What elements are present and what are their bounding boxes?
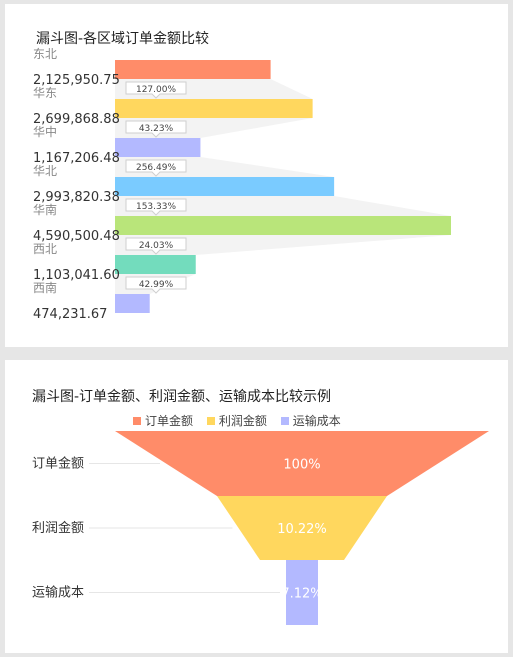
ratio-callout	[125, 120, 187, 138]
category-label: 华东	[33, 86, 57, 100]
legend-label: 运输成本	[292, 414, 341, 428]
bar-东北	[115, 60, 271, 79]
bar-西南	[115, 294, 150, 313]
legend-item-order[interactable]: 订单金额	[133, 412, 193, 429]
region-funnel-panel: 漏斗图-各区域订单金额比较 东北 2,125,950.75 华东 2,699,868.…	[5, 4, 508, 347]
funnel-connector	[115, 235, 451, 255]
value-label: 2,125,950.75	[33, 73, 120, 88]
ratio-callout	[125, 237, 187, 255]
segment-percent-label: 10.22%	[277, 522, 327, 537]
category-label: 东北	[33, 47, 57, 61]
value-label: 2,993,820.38	[33, 190, 120, 205]
bar-华北	[115, 177, 335, 196]
segment-percent-label: 7.12%	[281, 587, 322, 602]
ratio-label: 24.03%	[139, 241, 174, 251]
legend-swatch	[133, 417, 141, 425]
ratio-callout	[125, 81, 187, 99]
bar-华东	[115, 99, 313, 118]
ratio-callout	[125, 159, 187, 177]
ratio-callout	[125, 198, 187, 216]
metric-funnel-chart: 100% 订单金额 10.22% 利润金额 7.12% 运输成本	[32, 431, 489, 625]
category-label: 运输成本	[32, 585, 84, 601]
legend-swatch	[280, 417, 289, 425]
ratio-label: 153.33%	[136, 202, 176, 212]
chart-legend: 订单金额 利润金额 运输成本	[133, 412, 351, 428]
ratio-label: 256.49%	[136, 163, 176, 173]
category-label: 华北	[33, 164, 57, 178]
legend-item-shipping[interactable]: 运输成本	[280, 412, 341, 429]
segment-percent-label: 100%	[283, 458, 320, 473]
funnel-segment-运输成本	[286, 560, 318, 625]
legend-label: 订单金额	[145, 414, 194, 428]
category-label: 华中	[33, 124, 57, 139]
value-label: 474,231.67	[33, 307, 107, 322]
ratio-label: 127.00%	[136, 85, 176, 95]
chart-title: 漏斗图-订单金额、利润金额、运输成本比较示例	[32, 389, 332, 405]
bar-西北	[115, 255, 196, 274]
value-label: 1,167,206.48	[33, 151, 120, 166]
category-label: 利润金额	[32, 520, 84, 536]
bar-华南	[115, 216, 451, 235]
category-label: 西北	[33, 242, 57, 256]
ratio-label: 43.23%	[139, 124, 174, 134]
value-label: 2,699,868.88	[33, 112, 120, 127]
category-label: 华南	[33, 202, 57, 217]
value-label: 4,590,500.48	[33, 229, 120, 244]
legend-swatch	[206, 417, 215, 425]
category-label: 订单金额	[32, 456, 84, 472]
chart-title: 漏斗图-各区域订单金额比较	[36, 31, 210, 47]
bar-华中	[115, 138, 201, 157]
funnel-segment-利润金额	[217, 496, 387, 560]
legend-label: 利润金额	[218, 414, 267, 428]
value-label: 1,103,041.60	[33, 268, 120, 283]
ratio-label: 42.99%	[139, 280, 174, 290]
ratio-callout	[125, 276, 187, 294]
funnel-connector	[115, 196, 451, 216]
funnel-segment-订单金额	[115, 431, 489, 496]
category-label: 西南	[33, 280, 57, 295]
metric-funnel-panel: 漏斗图-订单金额、利润金额、运输成本比较示例 订单金额 利润金额 运输成本 10…	[5, 360, 508, 653]
legend-item-profit[interactable]: 利润金额	[206, 412, 267, 429]
